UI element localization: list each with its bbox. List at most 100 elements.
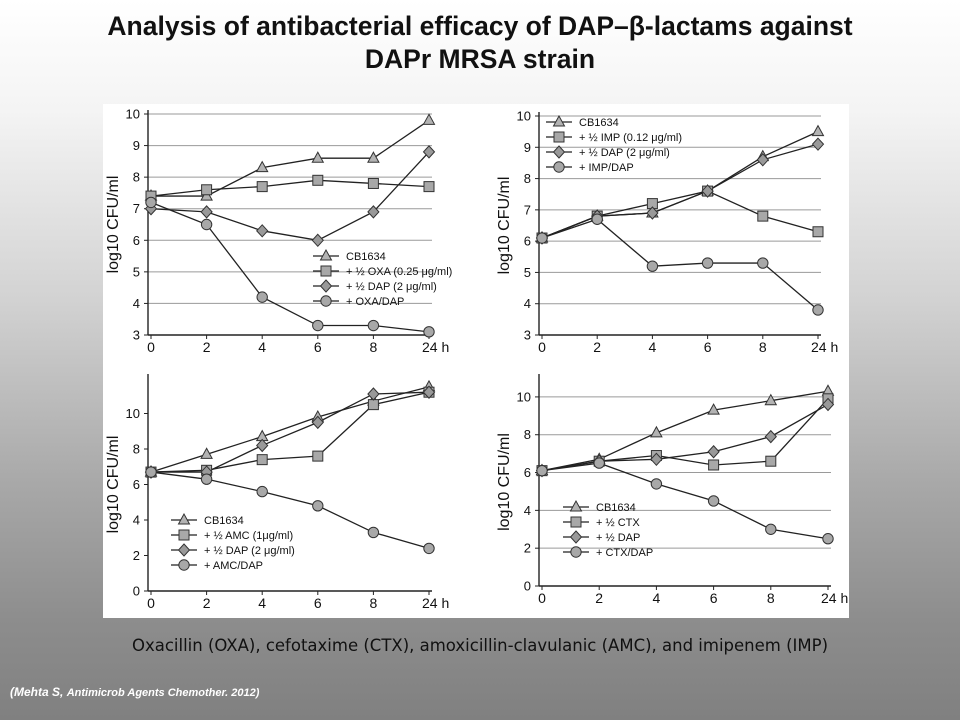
legend-label: CB1634	[579, 117, 619, 129]
chart-1: 3 4 5 6 7 8 9 10 0 2 4 6 8 24 h log10 CFU/ml CB1634 + ½ …	[105, 107, 452, 356]
series-line	[151, 119, 430, 197]
x-tick-label: 8	[370, 595, 378, 611]
data-point-circle	[593, 457, 605, 469]
legend-marker-circle	[178, 559, 190, 571]
data-point-circle	[812, 304, 824, 316]
y-tick-label: 10	[126, 107, 140, 122]
legend-marker-diamond	[569, 530, 583, 544]
x-tick-label: 24 h	[821, 590, 848, 606]
y-tick-label: 2	[524, 541, 531, 556]
x-tick-label: 24 h	[422, 595, 449, 611]
y-tick-label: 7	[133, 201, 140, 216]
legend-marker-square	[320, 265, 332, 277]
legend: CB1634 + ½ CTX + ½ DAP + CTX/DAP	[563, 499, 653, 559]
series-line	[150, 201, 430, 333]
data-point-circle	[423, 542, 435, 555]
legend-marker-triangle	[569, 499, 583, 512]
citation-author: Mehta S,	[14, 685, 67, 699]
data-point-square	[367, 177, 379, 189]
chart-3: 0 2 4 6 8 10 0 2 4 6 8 24 h log10 CFU/ml CB1634 + ½ AM…	[105, 374, 449, 611]
legend-label: + ½ DAP	[596, 532, 640, 544]
legend-label: CB1634	[204, 515, 244, 527]
y-axis-label: log10 CFU/ml	[105, 176, 122, 274]
data-point-circle	[591, 213, 603, 225]
legend-marker-circle	[553, 161, 565, 173]
legend-marker-square	[553, 131, 565, 143]
data-point-circle	[536, 464, 548, 477]
y-tick-label: 6	[133, 477, 140, 492]
y-tick-label: 10	[517, 389, 531, 404]
data-point-circle	[200, 473, 213, 485]
x-tick-label: 24 h	[811, 339, 838, 355]
y-tick-label: 3	[524, 328, 531, 343]
slide-title-line1: Analysis of antibacterial efficacy of DA…	[107, 11, 853, 41]
legend-label: + CTX/DAP	[596, 547, 653, 559]
y-tick-label: 8	[524, 171, 531, 186]
data-point-diamond	[646, 206, 659, 220]
legend-label: + ½ OXA (0.25 μg/ml)	[346, 266, 452, 278]
x-tick-label: 8	[759, 339, 767, 355]
legend-marker-diamond	[552, 145, 566, 159]
data-point-circle	[256, 291, 268, 303]
x-tick-label: 2	[593, 339, 601, 355]
data-point-circle	[536, 232, 548, 244]
x-tick-label: 0	[147, 339, 155, 355]
legend-label: + ½ DAP (2 μg/ml)	[579, 147, 670, 159]
y-tick-label: 6	[133, 233, 140, 248]
data-point-square	[812, 226, 824, 238]
y-axis-label: log10 CFU/ml	[496, 177, 513, 275]
data-point-circle	[765, 523, 777, 535]
legend-marker-square	[178, 529, 190, 541]
figure-caption: Oxacillin (OXA), cefotaxime (CTX), amoxi…	[131, 636, 829, 655]
x-tick-label: 8	[767, 590, 775, 606]
legend-label: + ½ IMP (0.12 μg/ml)	[579, 132, 682, 144]
data-point-diamond	[311, 415, 324, 430]
series-line	[541, 462, 829, 540]
data-point-square	[256, 454, 268, 466]
data-point-diamond	[256, 224, 269, 238]
data-point-diamond	[756, 153, 769, 167]
y-tick-label: 0	[524, 579, 531, 594]
data-point-diamond	[367, 205, 380, 219]
legend-marker-circle	[570, 546, 582, 558]
series-line	[541, 218, 819, 311]
data-point-circle	[423, 326, 435, 338]
data-point-diamond	[311, 233, 324, 248]
legend: CB1634 + ½ OXA (0.25 μg/ml) + ½ DAP (2 μg/…	[313, 248, 452, 308]
y-axis-label: log10 CFU/ml	[105, 436, 122, 534]
data-point-square	[367, 399, 379, 411]
citation: (Mehta S, Antimicrob Agents Chemother. 2…	[10, 685, 259, 699]
data-point-circle	[367, 526, 380, 539]
legend-label: + ½ DAP (2 μg/ml)	[346, 281, 437, 293]
data-point-circle	[312, 500, 324, 512]
series-line	[150, 151, 430, 241]
data-point-square	[757, 210, 769, 222]
citation-open-paren: (	[10, 685, 14, 699]
legend-label: + ½ AMC (1μg/ml)	[204, 530, 293, 542]
data-point-triangle	[811, 124, 825, 137]
data-point-square	[201, 184, 213, 196]
x-tick-label: 0	[147, 595, 155, 611]
legend: CB1634 + ½ AMC (1μg/ml) + ½ DAP (2 μg/ml) +…	[171, 512, 295, 572]
data-point-diamond	[200, 205, 213, 219]
series-line	[541, 403, 829, 472]
x-tick-label: 6	[314, 339, 322, 355]
data-point-circle	[312, 319, 324, 332]
slide-title: Analysis of antibacterial efficacy of DA…	[0, 10, 960, 76]
legend-label: + ½ CTX	[596, 517, 640, 529]
data-point-triangle	[311, 151, 325, 163]
x-tick-label: 0	[538, 339, 546, 355]
y-tick-label: 5	[524, 265, 531, 280]
y-tick-label: 7	[524, 202, 531, 217]
data-point-diamond	[367, 387, 380, 401]
series-line	[541, 143, 819, 239]
data-point-triangle	[255, 160, 269, 173]
data-point-diamond	[650, 452, 663, 467]
series-line	[541, 190, 819, 239]
slide-title-line2: DAPr MRSA strain	[364, 44, 596, 74]
legend-marker-diamond	[177, 543, 191, 557]
x-tick-label: 0	[538, 590, 546, 606]
x-tick-label: 4	[653, 590, 661, 606]
data-point-triangle	[367, 151, 380, 163]
y-axis-label: log10 CFU/ml	[496, 433, 513, 531]
